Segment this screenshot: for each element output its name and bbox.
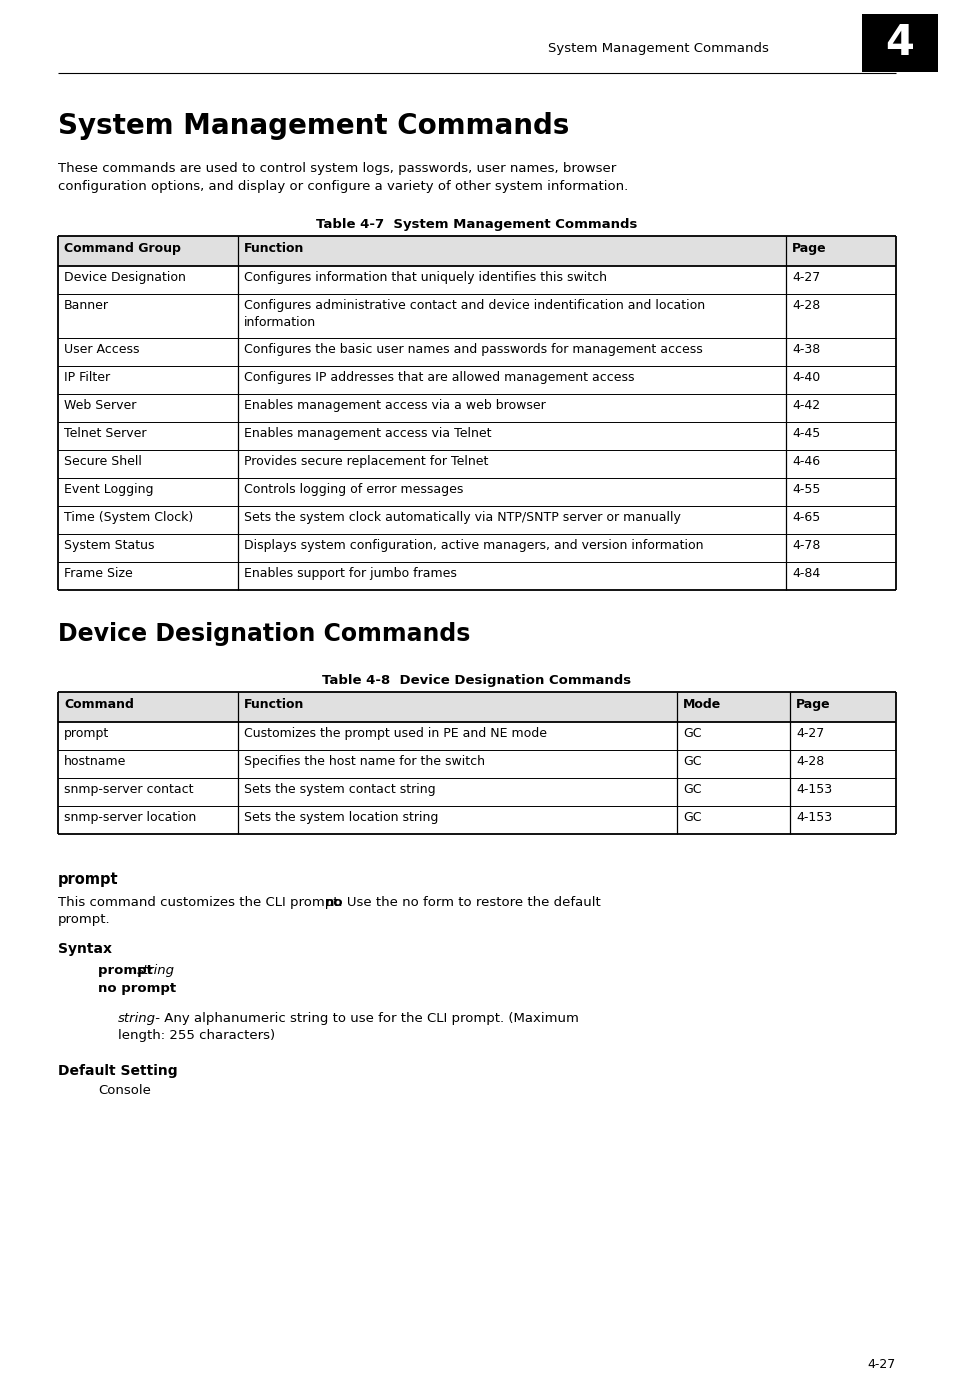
Text: 4-27: 4-27 bbox=[791, 271, 820, 285]
Text: Page: Page bbox=[791, 242, 825, 255]
Text: no: no bbox=[324, 897, 343, 909]
Bar bbox=[58, 339, 895, 366]
Text: hostname: hostname bbox=[64, 755, 126, 768]
Bar bbox=[58, 806, 895, 834]
Text: Configures information that uniquely identifies this switch: Configures information that uniquely ide… bbox=[244, 271, 606, 285]
Text: Banner: Banner bbox=[64, 298, 109, 312]
Bar bbox=[58, 294, 895, 339]
Text: This command customizes the CLI prompt. Use the no form to restore the default: This command customizes the CLI prompt. … bbox=[58, 897, 600, 909]
Text: Table 4-7  System Management Commands: Table 4-7 System Management Commands bbox=[316, 218, 637, 230]
Text: GC: GC bbox=[682, 755, 700, 768]
Text: Enables support for jumbo frames: Enables support for jumbo frames bbox=[244, 568, 456, 580]
Text: 4-27: 4-27 bbox=[867, 1357, 895, 1371]
Text: 4-46: 4-46 bbox=[791, 455, 820, 468]
Text: Function: Function bbox=[244, 242, 304, 255]
Text: Configures IP addresses that are allowed management access: Configures IP addresses that are allowed… bbox=[244, 371, 634, 384]
Text: Console: Console bbox=[98, 1084, 151, 1097]
Text: 4-65: 4-65 bbox=[791, 511, 820, 525]
Bar bbox=[58, 722, 895, 750]
Text: Mode: Mode bbox=[682, 698, 720, 711]
Bar bbox=[58, 394, 895, 422]
Text: Customizes the prompt used in PE and NE mode: Customizes the prompt used in PE and NE … bbox=[244, 727, 546, 740]
Text: 4-42: 4-42 bbox=[791, 398, 820, 412]
Text: - Any alphanumeric string to use for the CLI prompt. (Maximum: - Any alphanumeric string to use for the… bbox=[152, 1012, 578, 1024]
Bar bbox=[58, 534, 895, 562]
Text: 4-40: 4-40 bbox=[791, 371, 820, 384]
Bar bbox=[58, 779, 895, 806]
Text: Displays system configuration, active managers, and version information: Displays system configuration, active ma… bbox=[244, 539, 702, 552]
Text: 4-38: 4-38 bbox=[791, 343, 820, 355]
Text: snmp-server contact: snmp-server contact bbox=[64, 783, 193, 795]
Bar bbox=[58, 750, 895, 779]
Text: Command Group: Command Group bbox=[64, 242, 181, 255]
Text: string: string bbox=[118, 1012, 156, 1024]
Text: Table 4-8  Device Designation Commands: Table 4-8 Device Designation Commands bbox=[322, 675, 631, 687]
Text: Time (System Clock): Time (System Clock) bbox=[64, 511, 193, 525]
Text: Function: Function bbox=[244, 698, 304, 711]
Bar bbox=[58, 422, 895, 450]
Text: Frame Size: Frame Size bbox=[64, 568, 132, 580]
Text: System Management Commands: System Management Commands bbox=[547, 42, 768, 56]
Text: no prompt: no prompt bbox=[98, 981, 176, 995]
Bar bbox=[58, 562, 895, 590]
Text: Syntax: Syntax bbox=[58, 942, 112, 956]
Text: Sets the system location string: Sets the system location string bbox=[244, 811, 438, 824]
Text: Command: Command bbox=[64, 698, 133, 711]
Text: These commands are used to control system logs, passwords, user names, browser
c: These commands are used to control syste… bbox=[58, 162, 628, 193]
Text: System Status: System Status bbox=[64, 539, 154, 552]
Bar bbox=[862, 14, 937, 72]
Text: Default Setting: Default Setting bbox=[58, 1065, 177, 1078]
Text: prompt: prompt bbox=[58, 872, 118, 887]
Bar bbox=[58, 266, 895, 294]
Text: Controls logging of error messages: Controls logging of error messages bbox=[244, 483, 463, 496]
Bar bbox=[58, 236, 895, 266]
Text: 4-153: 4-153 bbox=[795, 783, 831, 795]
Text: Configures administrative contact and device indentification and location
inform: Configures administrative contact and de… bbox=[244, 298, 704, 329]
Bar bbox=[58, 450, 895, 477]
Text: Enables management access via Telnet: Enables management access via Telnet bbox=[244, 428, 491, 440]
Text: Configures the basic user names and passwords for management access: Configures the basic user names and pass… bbox=[244, 343, 702, 355]
Text: Secure Shell: Secure Shell bbox=[64, 455, 142, 468]
Text: Device Designation: Device Designation bbox=[64, 271, 186, 285]
Text: Telnet Server: Telnet Server bbox=[64, 428, 147, 440]
Text: User Access: User Access bbox=[64, 343, 139, 355]
Text: Specifies the host name for the switch: Specifies the host name for the switch bbox=[244, 755, 484, 768]
Bar bbox=[58, 477, 895, 507]
Bar bbox=[58, 366, 895, 394]
Text: Device Designation Commands: Device Designation Commands bbox=[58, 622, 470, 645]
Text: length: 255 characters): length: 255 characters) bbox=[118, 1029, 274, 1042]
Text: IP Filter: IP Filter bbox=[64, 371, 110, 384]
Bar bbox=[58, 693, 895, 722]
Text: 4-27: 4-27 bbox=[795, 727, 823, 740]
Text: Sets the system clock automatically via NTP/SNTP server or manually: Sets the system clock automatically via … bbox=[244, 511, 680, 525]
Text: GC: GC bbox=[682, 727, 700, 740]
Text: 4-78: 4-78 bbox=[791, 539, 820, 552]
Text: Sets the system contact string: Sets the system contact string bbox=[244, 783, 436, 795]
Text: 4-45: 4-45 bbox=[791, 428, 820, 440]
Bar bbox=[58, 507, 895, 534]
Text: prompt: prompt bbox=[98, 965, 157, 977]
Text: System Management Commands: System Management Commands bbox=[58, 112, 569, 140]
Text: string: string bbox=[136, 965, 174, 977]
Text: 4-55: 4-55 bbox=[791, 483, 820, 496]
Text: Enables management access via a web browser: Enables management access via a web brow… bbox=[244, 398, 545, 412]
Text: snmp-server location: snmp-server location bbox=[64, 811, 196, 824]
Text: GC: GC bbox=[682, 783, 700, 795]
Text: Provides secure replacement for Telnet: Provides secure replacement for Telnet bbox=[244, 455, 488, 468]
Text: 4-84: 4-84 bbox=[791, 568, 820, 580]
Text: 4-28: 4-28 bbox=[795, 755, 823, 768]
Text: 4: 4 bbox=[884, 22, 914, 64]
Text: Web Server: Web Server bbox=[64, 398, 136, 412]
Text: prompt: prompt bbox=[64, 727, 110, 740]
Text: GC: GC bbox=[682, 811, 700, 824]
Text: 4-28: 4-28 bbox=[791, 298, 820, 312]
Text: prompt.: prompt. bbox=[58, 913, 111, 926]
Text: Event Logging: Event Logging bbox=[64, 483, 153, 496]
Text: Page: Page bbox=[795, 698, 830, 711]
Text: 4-153: 4-153 bbox=[795, 811, 831, 824]
